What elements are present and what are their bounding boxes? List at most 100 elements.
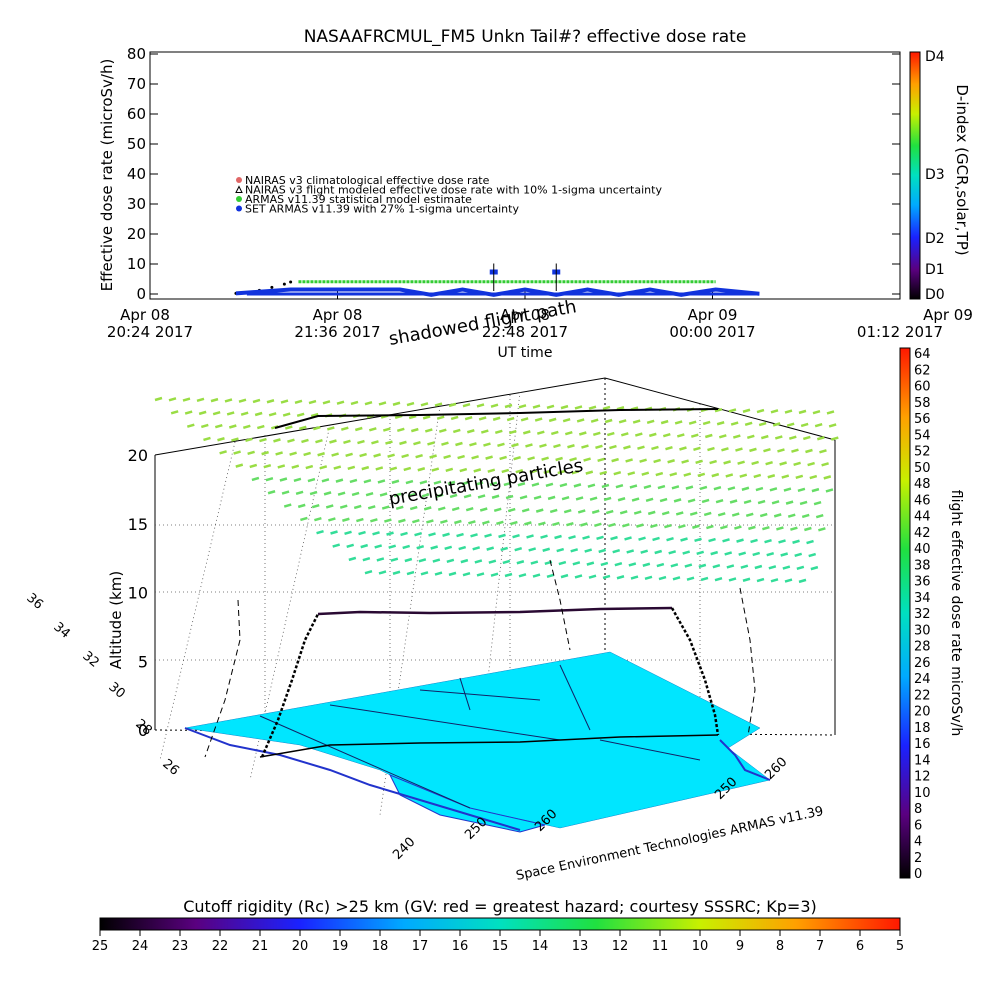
- particle-dash: [763, 447, 771, 453]
- legend-marker: [236, 205, 242, 212]
- particle-dash: [345, 452, 353, 458]
- particle-dash: [617, 497, 626, 502]
- particle-dash: [562, 417, 571, 423]
- particle-dash: [774, 435, 783, 440]
- particle-dash: [536, 430, 545, 435]
- cr-tick-label: 21: [252, 939, 269, 954]
- particle-dash: [459, 467, 468, 473]
- particle-dash: [293, 477, 302, 482]
- particle-dash: [631, 497, 640, 502]
- particle-dash: [588, 405, 597, 410]
- particle-dash: [348, 556, 357, 562]
- particle-dash: [527, 456, 535, 461]
- particle-dash: [182, 397, 191, 402]
- legend-label: SET ARMAS v11.39 with 27% 1-sigma uncert…: [245, 203, 519, 216]
- particle-dash: [389, 466, 398, 471]
- particle-dash: [630, 575, 639, 580]
- particle-dash: [326, 426, 335, 431]
- particle-dash: [570, 548, 579, 553]
- particle-dash: [486, 546, 495, 551]
- particle-dash: [752, 551, 761, 557]
- particle-dash: [602, 574, 611, 580]
- dindex-label: D-index (GCR,solar,TP): [953, 84, 971, 255]
- particle-dash: [289, 451, 297, 456]
- particle-dash: [309, 490, 318, 496]
- particle-dash: [698, 563, 707, 569]
- particle-dash: [396, 427, 405, 433]
- particle-dash: [518, 573, 527, 578]
- particle-dash: [784, 409, 793, 414]
- particle-dash: [319, 465, 328, 470]
- dose-tick-label: 12: [914, 770, 931, 785]
- particle-dash: [701, 498, 710, 504]
- particle-dash: [362, 556, 371, 562]
- particle-dash: [540, 534, 548, 539]
- cutoff-rigidity-colorbar: [99, 917, 901, 931]
- coastline-east: [719, 739, 771, 781]
- top-y-axis: 0 10 20 30 40 50 60 70 80: [127, 45, 900, 303]
- particle-dash: [538, 521, 546, 526]
- particle-dash: [364, 569, 373, 575]
- flight-path: [204, 408, 756, 758]
- cr-tick-label: 13: [572, 939, 589, 954]
- particle-dash: [487, 468, 496, 473]
- particle-dash: [807, 461, 815, 467]
- particle-dash: [351, 491, 360, 497]
- x-tick-label-time: 00:00 2017: [669, 323, 755, 341]
- particle-dash: [377, 479, 386, 484]
- x-tick-label-date: Apr 08: [120, 306, 170, 324]
- particle-dash: [769, 487, 778, 492]
- particle-dash: [633, 510, 642, 515]
- particle-dash: [532, 404, 541, 409]
- particle-dash: [298, 425, 307, 431]
- particle-dash: [815, 514, 824, 519]
- dose-tick-label: 40: [914, 542, 931, 557]
- particle-dash: [798, 409, 807, 415]
- particle-dash: [572, 561, 581, 566]
- particle-dash: [690, 433, 699, 438]
- particle-dash: [585, 470, 594, 475]
- particle-dash: [330, 530, 338, 535]
- particle-dash: [594, 522, 602, 527]
- latitude-tick-label: 34: [50, 620, 72, 642]
- particle-dash: [716, 421, 725, 426]
- x-tick-label-time: 21:36 2017: [294, 323, 380, 341]
- map-surface: [184, 651, 771, 833]
- particle-dash: [428, 532, 436, 537]
- dose-tick-label: 56: [914, 412, 931, 427]
- particle-dash: [680, 537, 688, 542]
- y-tick-label: 50: [127, 135, 146, 153]
- particle-dash: [408, 414, 417, 420]
- particle-dash: [323, 491, 332, 496]
- particle-dash: [797, 487, 806, 493]
- particle-dash: [648, 432, 657, 438]
- particle-dash: [490, 572, 499, 577]
- particle-dash: [640, 549, 649, 554]
- particle-dash: [541, 456, 549, 461]
- particle-dash: [353, 504, 362, 510]
- particle-dash: [776, 526, 784, 531]
- particle-dash: [813, 500, 822, 506]
- particle-dash: [814, 423, 823, 428]
- particle-dash: [787, 513, 796, 518]
- particle-dash: [392, 401, 401, 406]
- y-tick-label: 20: [127, 225, 146, 243]
- particle-dash: [485, 455, 493, 460]
- particle-dash: [613, 470, 622, 476]
- particle-dash: [662, 432, 671, 438]
- particle-dash: [387, 453, 395, 458]
- particle-dash: [517, 482, 526, 487]
- particle-dash: [744, 421, 753, 427]
- dose-tick-label: 30: [914, 623, 931, 638]
- cr-tick-label: 9: [736, 939, 744, 954]
- dose-tick-label: 6: [914, 818, 922, 833]
- particle-dash: [730, 421, 739, 426]
- particle-dash: [669, 472, 678, 477]
- particle-dash: [371, 440, 379, 445]
- particle-dash: [535, 508, 544, 513]
- particle-dash: [294, 399, 303, 405]
- particle-dash: [589, 496, 598, 501]
- particle-dash: [595, 444, 603, 450]
- particle-dash: [553, 443, 561, 449]
- particle-dash: [214, 424, 223, 429]
